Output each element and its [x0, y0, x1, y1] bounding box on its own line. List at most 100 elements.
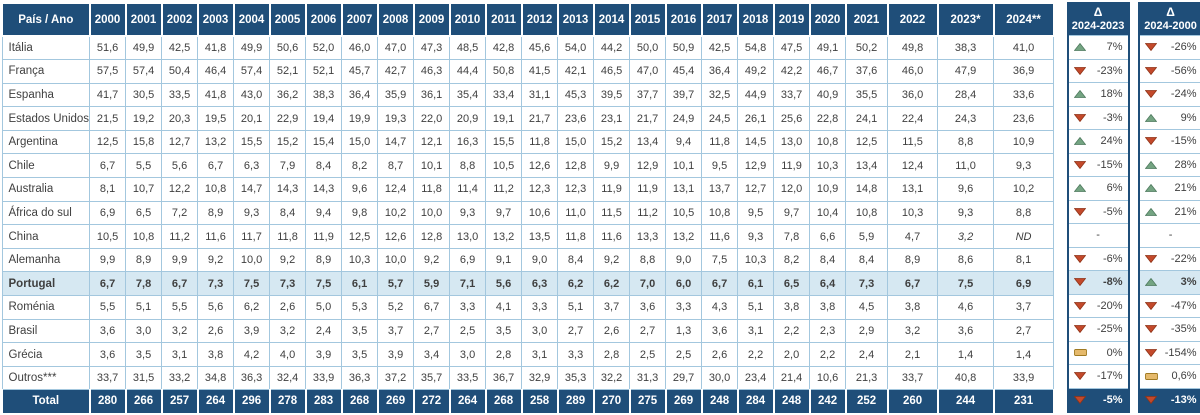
data-cell: 10,0: [413, 200, 451, 226]
table-row-outros: Outros*** 33,7 31,5 33,2 34,8 36,3 32,4 33,9 36,…: [1, 365, 1055, 391]
delta-value: 7%: [1106, 41, 1123, 54]
delta-header: Δ 2024-2000: [1139, 4, 1200, 35]
data-cell: 2,8: [485, 342, 523, 367]
data-cell: 5,1: [557, 295, 595, 320]
data-cell: 12,7: [161, 129, 199, 155]
data-cell: 2,7: [413, 318, 451, 344]
data-cell: 6,2: [557, 271, 595, 297]
data-cell: 15,8: [125, 129, 163, 155]
data-cell: 7,5: [701, 247, 739, 273]
data-cell: 3,8: [887, 295, 939, 320]
data-cell: 23,1: [593, 106, 631, 131]
row-label-africa-do-sul: África do sul: [1, 200, 91, 226]
row-label-portugal: Portugal: [1, 271, 91, 297]
delta-cell: -23%: [1068, 58, 1128, 83]
delta-cell: 6%: [1068, 176, 1128, 200]
data-cell: 49,1: [809, 35, 847, 61]
data-cell: 35,5: [845, 82, 889, 108]
data-cell: 11,0: [937, 153, 995, 179]
data-cell: 3,3: [665, 295, 703, 320]
data-cell: 10,9: [993, 129, 1055, 155]
data-cell: 2,7: [993, 318, 1055, 344]
trend-down-icon: [1144, 254, 1157, 263]
data-cell: 4,5: [845, 295, 889, 320]
data-cell: 35,9: [377, 82, 415, 108]
data-cell: 6,7: [413, 295, 451, 320]
data-cell: 13,2: [197, 129, 235, 155]
data-cell: 47,3: [413, 35, 451, 61]
data-cell: 5,3: [341, 295, 379, 320]
data-cell: 8,8: [937, 129, 995, 155]
data-cell: 10,8: [809, 129, 847, 155]
data-cell: 33,7: [773, 82, 811, 108]
data-cell: 3,1: [161, 342, 199, 367]
data-cell: 10,0: [233, 247, 271, 273]
data-cell: 45,7: [341, 59, 379, 84]
data-cell: 6,2: [593, 271, 631, 297]
year-header-2016: 2016: [664, 2, 703, 37]
data-cell: 12,5: [341, 224, 379, 249]
total-cell: 296: [232, 389, 271, 415]
delta-cell: -: [1139, 223, 1200, 247]
data-cell: 4,2: [233, 342, 271, 367]
data-cell: 5,9: [413, 271, 451, 297]
data-cell: 21,7: [629, 106, 667, 131]
row-label-espanha: Espanha: [1, 82, 91, 108]
data-cell: 38,3: [937, 35, 995, 61]
data-cell: 30,0: [701, 365, 739, 391]
data-cell: 34,8: [197, 365, 235, 391]
data-cell: 6,5: [773, 271, 811, 297]
delta-cell: -3%: [1068, 105, 1128, 130]
data-cell: 33,9: [993, 365, 1055, 391]
data-cell: 10,8: [701, 200, 739, 226]
data-cell: 54,8: [737, 35, 775, 61]
data-cell: 3,2: [887, 318, 939, 344]
data-cell: 8,6: [937, 247, 995, 273]
data-cell: 50,0: [629, 35, 667, 61]
data-cell: 38,3: [305, 82, 343, 108]
data-cell: 46,7: [809, 59, 847, 84]
data-cell: 14,7: [233, 177, 271, 202]
data-cell: 23,6: [557, 106, 595, 131]
table-row-china: China 10,5 10,8 11,2 11,6 11,7 11,8 11,9 12,5 12,…: [1, 224, 1055, 249]
data-cell: 6,1: [737, 271, 775, 297]
total-cell: 264: [448, 389, 487, 415]
data-cell: 8,8: [449, 153, 487, 179]
data-cell: 36,2: [269, 82, 307, 108]
data-cell: 3,9: [305, 342, 343, 367]
data-cell: 10,1: [665, 153, 703, 179]
data-cell: 2,0: [773, 342, 811, 367]
data-cell: 23,6: [993, 106, 1055, 131]
year-header-2021: 2021: [844, 2, 889, 37]
data-cell: 42,5: [161, 35, 199, 61]
data-cell: 14,3: [305, 177, 343, 202]
data-cell: 5,5: [125, 153, 163, 179]
data-cell: 3,5: [125, 342, 163, 367]
table-row-franca: França 57,5 57,4 50,4 46,4 57,4 52,1 52,1 45,7 42…: [1, 59, 1055, 84]
delta-value: 28%: [1174, 158, 1197, 171]
data-cell: 7,5: [233, 271, 271, 297]
data-cell: 2,5: [665, 342, 703, 367]
data-cell: 41,7: [89, 82, 127, 108]
data-cell: 11,4: [449, 177, 487, 202]
delta-cell: 21%: [1139, 176, 1200, 200]
trend-up-icon: [1144, 278, 1157, 287]
data-cell: 47,5: [773, 35, 811, 61]
data-cell: 8,2: [341, 153, 379, 179]
data-cell: 7,8: [125, 271, 163, 297]
delta-value: -15%: [1096, 158, 1123, 171]
data-cell: 3,6: [937, 318, 995, 344]
delta-symbol: Δ: [1093, 5, 1103, 19]
data-cell: 8,1: [89, 177, 127, 202]
data-cell: 3,7: [993, 295, 1055, 320]
data-cell: 10,3: [809, 153, 847, 179]
data-cell: 20,9: [449, 106, 487, 131]
data-cell: 33,5: [449, 365, 487, 391]
data-cell: 39,7: [665, 82, 703, 108]
total-cell: 248: [772, 389, 811, 415]
data-cell: 44,2: [593, 35, 631, 61]
trend-up-icon: [1073, 90, 1086, 99]
data-cell: 11,2: [485, 177, 523, 202]
data-cell: 10,0: [377, 247, 415, 273]
total-cell: 284: [736, 389, 775, 415]
